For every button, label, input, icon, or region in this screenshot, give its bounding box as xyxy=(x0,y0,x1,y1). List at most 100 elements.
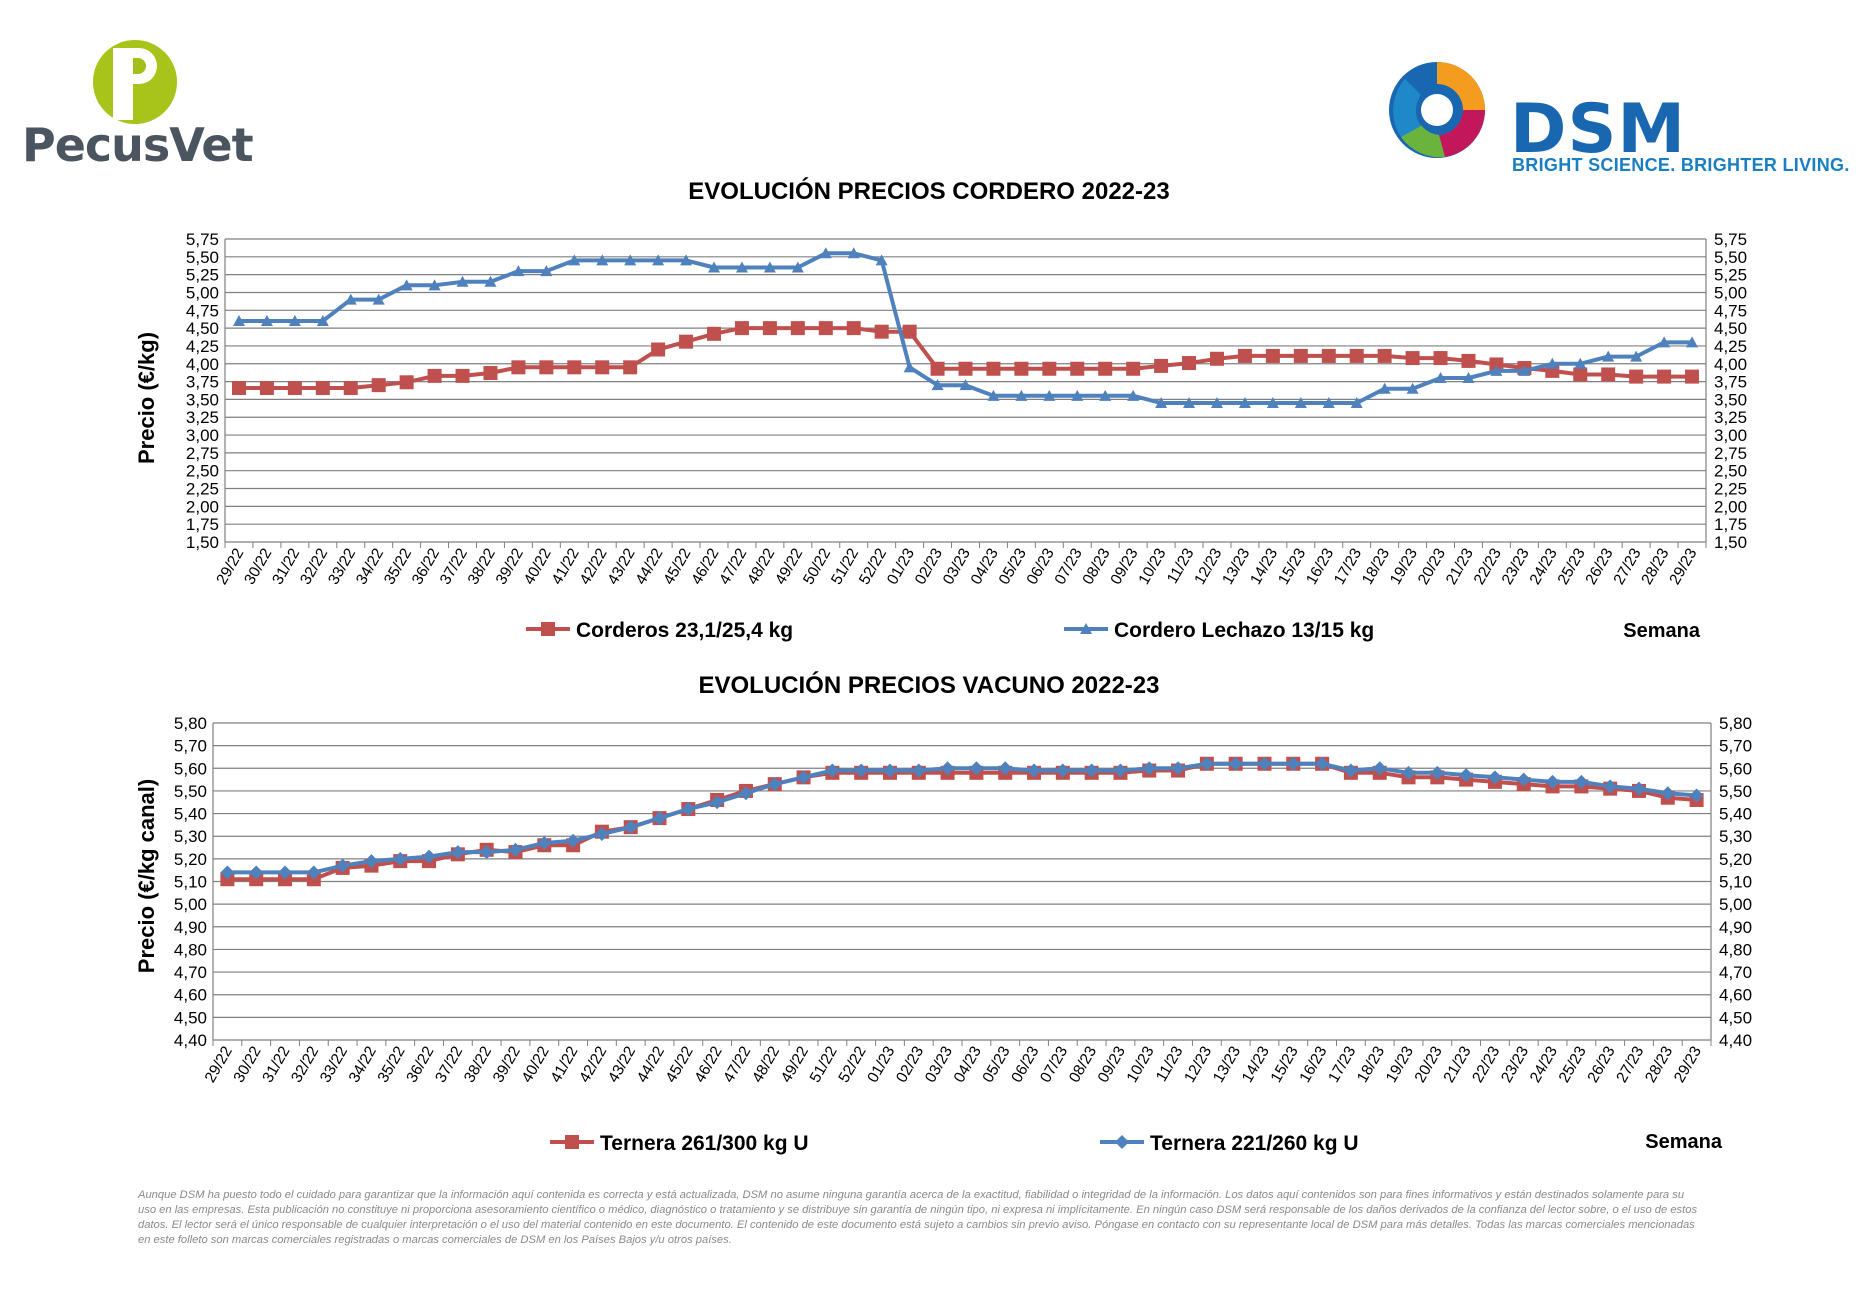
data-point xyxy=(875,254,888,266)
data-point xyxy=(1266,396,1279,408)
data-point xyxy=(371,378,386,393)
series-line xyxy=(227,761,1697,875)
y2-tick-label: 5,75 xyxy=(1714,230,1747,249)
x-tick-label: 23/23 xyxy=(1498,1044,1532,1086)
data-point xyxy=(902,324,917,339)
data-point xyxy=(483,366,498,381)
data-point xyxy=(796,770,811,785)
x-tick-label: 32/22 xyxy=(288,1044,322,1086)
x-tick-label: 08/23 xyxy=(1066,1044,1100,1086)
data-point xyxy=(1265,348,1280,363)
x-tick-label: 40/22 xyxy=(519,1044,553,1086)
y2-tick-label: 5,70 xyxy=(1719,737,1752,756)
x-tick-label: 17/23 xyxy=(1325,1044,1359,1086)
data-point xyxy=(400,279,413,291)
x-tick-label: 52/22 xyxy=(836,1044,870,1086)
y-tick-label: 5,10 xyxy=(174,873,207,892)
data-point xyxy=(1099,389,1112,401)
data-point xyxy=(455,368,470,383)
y-axis-label: Precio (€/kg canal) xyxy=(134,779,159,973)
data-point xyxy=(1294,396,1307,408)
x-tick-label: 01/23 xyxy=(864,1044,898,1086)
x-tick-label: 09/23 xyxy=(1095,1044,1129,1086)
y2-tick-label: 4,25 xyxy=(1714,337,1747,356)
x-axis-label: Semana xyxy=(1645,1131,1723,1153)
data-point xyxy=(969,761,984,776)
x-tick-label: 27/23 xyxy=(1613,1044,1647,1086)
data-point xyxy=(652,811,667,826)
data-point xyxy=(1113,763,1128,778)
legend-label: Ternera 261/300 kg U xyxy=(600,1132,809,1155)
x-tick-label: 43/22 xyxy=(605,1044,639,1086)
data-point xyxy=(1574,357,1587,369)
x-tick-label: 15/23 xyxy=(1268,1044,1302,1086)
data-point xyxy=(930,361,945,376)
data-point xyxy=(1350,396,1363,408)
data-point xyxy=(1343,763,1358,778)
data-point xyxy=(1405,351,1420,366)
data-point xyxy=(1685,369,1700,384)
x-tick-label: 02/23 xyxy=(893,1044,927,1086)
data-point xyxy=(1631,781,1646,796)
data-point xyxy=(1014,361,1029,376)
data-point xyxy=(1658,336,1671,348)
data-point xyxy=(1209,351,1224,366)
data-point xyxy=(623,820,638,835)
x-tick-label: 12/23 xyxy=(1181,1044,1215,1086)
data-point xyxy=(819,247,832,259)
y2-tick-label: 4,00 xyxy=(1714,355,1747,374)
data-point xyxy=(1126,361,1141,376)
y2-tick-label: 4,75 xyxy=(1714,301,1747,320)
x-tick-label: 19/23 xyxy=(1383,1044,1417,1086)
data-point xyxy=(343,381,358,396)
x-tick-label: 06/23 xyxy=(1008,1044,1042,1086)
data-point xyxy=(1055,763,1070,778)
data-point xyxy=(537,836,552,851)
x-tick-label: 35/22 xyxy=(375,1044,409,1086)
data-point xyxy=(1602,350,1615,362)
data-point xyxy=(278,865,293,880)
data-point xyxy=(652,254,665,266)
dsm-tagline: BRIGHT SCIENCE. BRIGHTER LIVING. xyxy=(1512,155,1850,175)
data-point xyxy=(708,261,721,273)
disclaimer-text: Aunque DSM ha puesto todo el cuidado par… xyxy=(138,1189,1698,1246)
data-point xyxy=(1321,348,1336,363)
y2-tick-label: 4,40 xyxy=(1719,1031,1752,1050)
data-point xyxy=(450,845,465,860)
y2-tick-label: 1,75 xyxy=(1714,515,1747,534)
data-point xyxy=(1322,396,1335,408)
y2-tick-label: 4,70 xyxy=(1719,963,1752,982)
y2-tick-label: 4,80 xyxy=(1719,940,1752,959)
data-point xyxy=(874,324,889,339)
y2-tick-label: 5,20 xyxy=(1719,850,1752,869)
chart-title-cordero: EVOLUCIÓN PRECIOS CORDERO 2022-23 xyxy=(688,178,1170,205)
y-tick-label: 4,00 xyxy=(186,355,219,374)
data-point xyxy=(508,842,523,857)
pecusvet-logo xyxy=(93,40,177,124)
data-point xyxy=(479,845,494,860)
y-tick-label: 4,40 xyxy=(174,1031,207,1050)
data-point xyxy=(911,763,926,778)
y-tick-label: 5,20 xyxy=(174,850,207,869)
data-point xyxy=(1461,353,1476,368)
data-point xyxy=(1286,756,1301,771)
y-tick-label: 3,00 xyxy=(186,426,219,445)
data-point xyxy=(1199,756,1214,771)
x-tick-label: 36/22 xyxy=(403,1044,437,1086)
data-point xyxy=(1070,361,1085,376)
data-point xyxy=(232,314,245,326)
y-tick-label: 5,75 xyxy=(186,230,219,249)
data-point xyxy=(818,321,833,336)
data-point xyxy=(1210,396,1223,408)
data-point xyxy=(1098,361,1113,376)
x-tick-label: 05/23 xyxy=(980,1044,1014,1086)
data-point xyxy=(306,865,321,880)
data-point xyxy=(707,326,722,341)
data-point xyxy=(1238,396,1251,408)
data-point xyxy=(1293,348,1308,363)
data-point xyxy=(568,254,581,266)
data-point xyxy=(846,321,861,336)
data-point xyxy=(288,314,301,326)
data-point xyxy=(1657,369,1672,384)
data-point xyxy=(762,321,777,336)
